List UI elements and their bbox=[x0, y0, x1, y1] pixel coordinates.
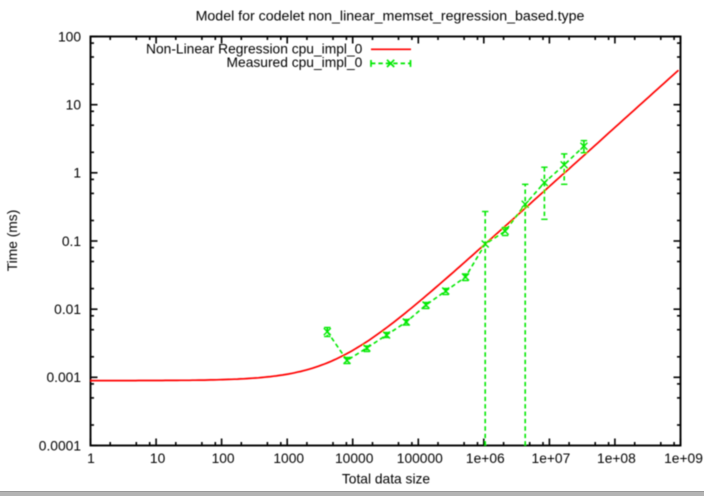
svg-text:1: 1 bbox=[73, 166, 81, 181]
svg-text:100: 100 bbox=[212, 451, 235, 466]
svg-text:0.001: 0.001 bbox=[46, 370, 81, 385]
svg-text:100: 100 bbox=[58, 29, 81, 44]
svg-text:10: 10 bbox=[150, 451, 166, 466]
svg-text:Time (ms): Time (ms) bbox=[5, 210, 20, 272]
svg-text:1000: 1000 bbox=[273, 451, 304, 466]
svg-text:Model for codelet non_linear_m: Model for codelet non_linear_memset_regr… bbox=[196, 8, 585, 24]
svg-text:0.0001: 0.0001 bbox=[39, 438, 81, 453]
svg-text:1e+08: 1e+08 bbox=[597, 451, 636, 466]
svg-text:Total data size: Total data size bbox=[342, 472, 431, 487]
svg-text:1e+07: 1e+07 bbox=[532, 451, 571, 466]
svg-text:Non-Linear Regression cpu_impl: Non-Linear Regression cpu_impl_0 bbox=[146, 41, 363, 56]
svg-text:1e+09: 1e+09 bbox=[664, 451, 703, 466]
svg-text:100000: 100000 bbox=[397, 451, 443, 466]
svg-text:10: 10 bbox=[66, 98, 82, 113]
svg-text:10000: 10000 bbox=[335, 451, 374, 466]
svg-text:Measured cpu_impl_0: Measured cpu_impl_0 bbox=[227, 55, 363, 70]
svg-text:0.01: 0.01 bbox=[54, 302, 81, 317]
svg-text:0.1: 0.1 bbox=[62, 234, 81, 249]
svg-text:1: 1 bbox=[87, 451, 95, 466]
svg-text:1e+06: 1e+06 bbox=[466, 451, 505, 466]
